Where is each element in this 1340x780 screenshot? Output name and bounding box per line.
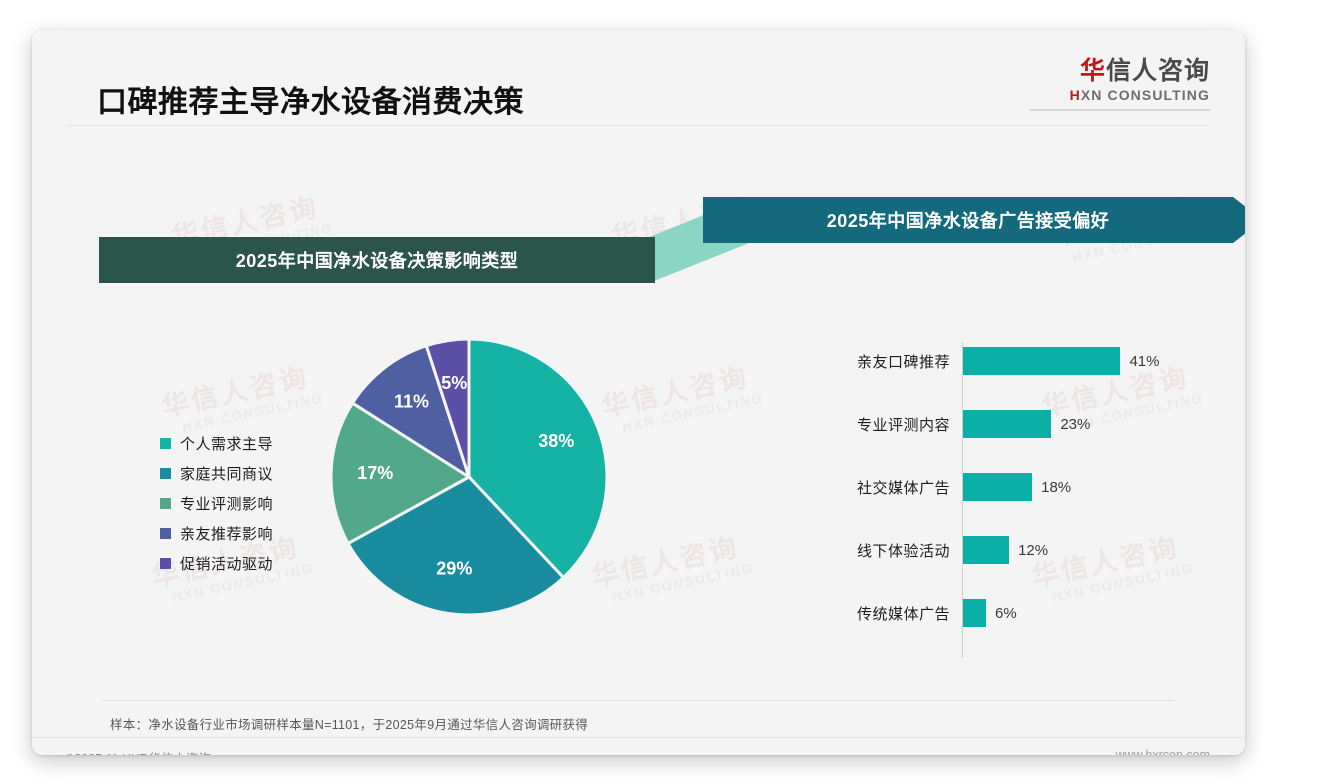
bar-fill: [963, 410, 1052, 438]
legend-item-label: 促销活动驱动: [180, 555, 274, 573]
bar-category-label: 专业评测内容: [856, 416, 950, 434]
bar-value-label: 6%: [995, 604, 1017, 622]
banner-right-body: 2025年中国净水设备广告接受偏好: [703, 197, 1233, 243]
banner-left: 2025年中国净水设备决策影响类型: [99, 237, 655, 283]
legend-swatch-icon: [160, 497, 171, 509]
legend-item-label: 专业评测影响: [180, 495, 274, 513]
bar-value-label: 41%: [1129, 352, 1160, 370]
pie-slice-label: 11%: [394, 392, 429, 412]
banner-left-label: 2025年中国净水设备决策影响类型: [235, 251, 519, 271]
logo-text-en-rest: XN CONSULTING: [1080, 87, 1210, 104]
footnote-divider: [102, 700, 1175, 701]
logo-char-hua: 华: [1079, 57, 1106, 85]
bar-value-label: 12%: [1018, 541, 1049, 559]
legend-swatch-icon: [160, 527, 171, 539]
bar-chart-panel: 亲友口碑推荐 41% 专业评测内容 23% 社交媒体广告 18% 线下体验活动 12% 传统媒体…: [822, 310, 1222, 670]
bar-chart-row[interactable]: 传统媒体广告 6%: [822, 598, 1222, 628]
bar-category-label: 线下体验活动: [856, 542, 950, 560]
slide-card: 华信人咨询 HXN CONSULTING 华信人咨询 HXN CONSULTIN…: [32, 30, 1245, 755]
bar-chart-row[interactable]: 专业评测内容 23%: [822, 409, 1222, 439]
legend-item-label: 亲友推荐影响: [180, 525, 274, 543]
bar-category-label: 亲友口碑推荐: [856, 353, 950, 371]
bar-fill: [963, 347, 1121, 375]
legend-item[interactable]: 专业评测影响: [160, 488, 320, 518]
bar-fill: [963, 599, 987, 627]
pie-legend: 个人需求主导 家庭共同商议 专业评测影响 亲友推荐影响 促销活动驱动: [160, 428, 320, 578]
legend-item-label: 个人需求主导: [180, 435, 274, 453]
pie-chart-panel: 38% 29% 17% 11% 5% 个人需求主导 家庭共同商议 专业评测影响 亲友推荐影响促…: [82, 320, 662, 670]
bar-value-label: 18%: [1041, 478, 1072, 496]
legend-swatch-icon: [160, 557, 171, 569]
legend-swatch-icon: [160, 437, 171, 449]
pie-slice: [424, 337, 471, 478]
banner-right-label: 2025年中国净水设备广告接受偏好: [826, 211, 1110, 231]
pie-slice-label: 17%: [357, 463, 393, 483]
logo-text-cn: 华信人咨询: [1030, 58, 1210, 84]
pie-slice: [467, 337, 609, 580]
logo-text-en: HXN CONSULTING: [1030, 87, 1210, 103]
page-title: 口碑推荐主导净水设备消费决策: [97, 86, 524, 119]
legend-item[interactable]: 家庭共同商议: [160, 458, 320, 488]
brand-logo: 华信人咨询 HXN CONSULTING: [1030, 58, 1210, 112]
bar-chart-row[interactable]: 线下体验活动 12%: [822, 535, 1222, 565]
header: 口碑推荐主导净水设备消费决策 华信人咨询 HXN CONSULTING: [32, 30, 1245, 127]
header-divider: [67, 125, 1210, 126]
website-link[interactable]: www.hxrcon.com: [1115, 748, 1210, 755]
pie-slice-label: 38%: [538, 431, 574, 451]
bar-chart-row[interactable]: 亲友口碑推荐 41%: [822, 346, 1222, 376]
pie-chart: 38% 29% 17% 11% 5%: [329, 337, 609, 617]
legend-item-label: 家庭共同商议: [180, 465, 274, 483]
logo-char-h: H: [1069, 87, 1081, 104]
legend-item[interactable]: 促销活动驱动: [160, 548, 320, 578]
bar-chart-row[interactable]: 社交媒体广告 18%: [822, 472, 1222, 502]
pie-slice: [329, 400, 472, 546]
bar-fill: [963, 473, 1033, 501]
legend-item[interactable]: 个人需求主导: [160, 428, 320, 458]
banner-right: 2025年中国净水设备广告接受偏好: [703, 197, 1245, 243]
bar-category-label: 社交媒体广告: [856, 479, 950, 497]
banner-right-arrow: [1233, 197, 1245, 243]
bar-value-label: 23%: [1060, 415, 1091, 433]
pie-slice: [346, 475, 566, 617]
copyright-text: ©2025.11 HXR华信人咨询: [65, 748, 211, 755]
logo-text-cn-rest: 信人咨询: [1105, 57, 1210, 85]
bar-category-label: 传统媒体广告: [856, 605, 950, 623]
bar-chart-axis: [962, 342, 963, 658]
legend-swatch-icon: [160, 467, 171, 479]
pie-slice-label: 29%: [436, 558, 472, 578]
bar-fill: [963, 536, 1010, 564]
legend-item[interactable]: 亲友推荐影响: [160, 518, 320, 548]
pie-slice-label: 5%: [441, 373, 467, 393]
pie-slice: [350, 343, 472, 481]
logo-underline: [1030, 109, 1210, 112]
footnote: 样本：净水设备行业市场调研样本量N=1101，于2025年9月通过华信人咨询调研…: [110, 718, 589, 732]
footer-divider: [32, 737, 1245, 738]
